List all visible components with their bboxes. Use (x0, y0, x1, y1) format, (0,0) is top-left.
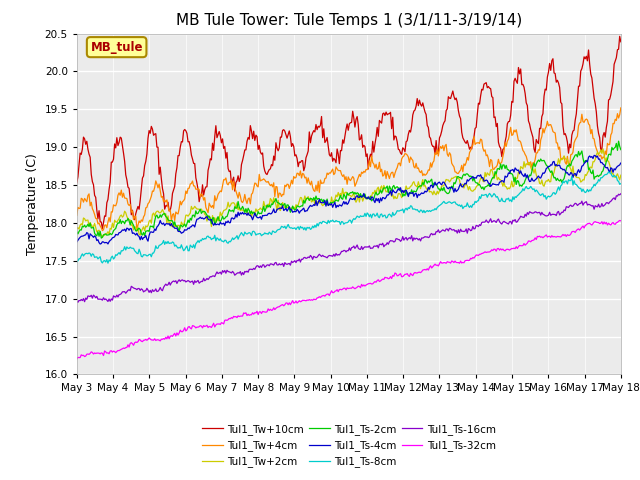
Line: Tul1_Ts-8cm: Tul1_Ts-8cm (77, 172, 621, 263)
Tul1_Ts-32cm (343, 285, 351, 291)
Tul1_Ts-16cm (392, 236, 400, 241)
Tul1_Tw+10cm (392, 134, 400, 140)
Tul1_Tw+2cm (495, 175, 502, 180)
Line: Tul1_Ts-2cm: Tul1_Ts-2cm (77, 141, 621, 238)
Tul1_Tw+4cm (617, 105, 625, 111)
Tul1_Tw+10cm (73, 180, 81, 186)
Tul1_Ts-32cm (617, 218, 625, 224)
Tul1_Tw+2cm (73, 226, 81, 232)
Tul1_Ts-2cm (73, 229, 81, 235)
Tul1_Ts-8cm (467, 203, 474, 208)
Tul1_Tw+4cm (588, 127, 596, 132)
Tul1_Ts-4cm (344, 200, 352, 206)
Tul1_Ts-16cm (495, 216, 502, 222)
Tul1_Tw+4cm (392, 167, 400, 173)
Tul1_Tw+4cm (99, 228, 106, 233)
Tul1_Ts-2cm (588, 171, 596, 177)
Tul1_Ts-32cm (493, 246, 501, 252)
Tul1_Tw+10cm (467, 144, 474, 150)
Tul1_Ts-8cm (605, 169, 612, 175)
Tul1_Ts-32cm (616, 217, 623, 223)
Tul1_Ts-4cm (467, 176, 474, 181)
Tul1_Ts-2cm (392, 184, 400, 190)
Tul1_Tw+10cm (617, 39, 625, 45)
Tul1_Tw+10cm (344, 127, 352, 133)
Tul1_Ts-32cm (391, 270, 399, 276)
Tul1_Ts-2cm (385, 190, 392, 195)
Tul1_Ts-32cm (587, 221, 595, 227)
Tul1_Tw+2cm (617, 172, 625, 178)
Tul1_Ts-8cm (617, 181, 625, 187)
Tul1_Tw+4cm (73, 213, 81, 218)
Tul1_Ts-32cm (73, 356, 81, 362)
Line: Tul1_Tw+4cm: Tul1_Tw+4cm (77, 108, 621, 230)
Tul1_Ts-4cm (617, 160, 625, 166)
Tul1_Ts-8cm (73, 259, 81, 265)
Tul1_Tw+4cm (495, 156, 502, 162)
Y-axis label: Temperature (C): Temperature (C) (26, 153, 39, 255)
Tul1_Ts-2cm (467, 173, 474, 179)
Tul1_Ts-16cm (617, 191, 625, 197)
Line: Tul1_Ts-32cm: Tul1_Ts-32cm (77, 220, 621, 359)
Tul1_Tw+4cm (467, 148, 474, 154)
Tul1_Ts-16cm (385, 241, 392, 247)
Tul1_Tw+10cm (99, 226, 106, 231)
Tul1_Ts-4cm (590, 153, 598, 158)
Tul1_Tw+2cm (344, 192, 352, 198)
Tul1_Ts-32cm (466, 257, 474, 263)
Tul1_Ts-4cm (495, 182, 502, 188)
Tul1_Tw+4cm (344, 174, 352, 180)
Tul1_Tw+10cm (385, 111, 392, 117)
Tul1_Tw+10cm (588, 75, 596, 81)
Tul1_Ts-2cm (495, 166, 502, 171)
Tul1_Ts-16cm (588, 203, 596, 209)
Line: Tul1_Ts-4cm: Tul1_Ts-4cm (77, 156, 621, 244)
Tul1_Tw+2cm (392, 195, 400, 201)
Tul1_Ts-4cm (385, 192, 392, 198)
Legend: Tul1_Tw+10cm, Tul1_Tw+4cm, Tul1_Tw+2cm, Tul1_Ts-2cm, Tul1_Ts-4cm, Tul1_Ts-8cm, T: Tul1_Tw+10cm, Tul1_Tw+4cm, Tul1_Tw+2cm, … (198, 420, 500, 471)
Tul1_Ts-2cm (617, 147, 625, 153)
Tul1_Ts-8cm (495, 196, 502, 202)
Tul1_Tw+2cm (588, 165, 596, 171)
Tul1_Ts-4cm (97, 241, 104, 247)
Tul1_Ts-16cm (73, 299, 81, 304)
Line: Tul1_Tw+2cm: Tul1_Tw+2cm (77, 149, 621, 238)
Tul1_Ts-4cm (588, 154, 596, 159)
Tul1_Tw+2cm (385, 188, 392, 193)
Tul1_Tw+10cm (495, 139, 502, 145)
Tul1_Ts-2cm (615, 138, 623, 144)
Tul1_Ts-4cm (392, 190, 400, 196)
Tul1_Ts-16cm (467, 228, 474, 234)
Tul1_Ts-16cm (74, 300, 82, 305)
Title: MB Tule Tower: Tule Temps 1 (3/1/11-3/19/14): MB Tule Tower: Tule Temps 1 (3/1/11-3/19… (175, 13, 522, 28)
Tul1_Ts-8cm (344, 219, 352, 225)
Line: Tul1_Tw+10cm: Tul1_Tw+10cm (77, 36, 621, 228)
Tul1_Tw+10cm (616, 34, 623, 39)
Tul1_Ts-2cm (97, 235, 105, 241)
Line: Tul1_Ts-16cm: Tul1_Ts-16cm (77, 194, 621, 302)
Tul1_Tw+2cm (99, 235, 106, 240)
Tul1_Ts-8cm (392, 210, 400, 216)
Tul1_Tw+4cm (385, 172, 392, 178)
Tul1_Ts-4cm (73, 239, 81, 245)
Tul1_Ts-32cm (383, 275, 391, 281)
Tul1_Ts-8cm (588, 185, 596, 191)
Tul1_Ts-8cm (385, 212, 392, 218)
Tul1_Tw+2cm (599, 146, 607, 152)
Tul1_Ts-16cm (344, 248, 352, 253)
Tul1_Tw+2cm (467, 187, 474, 193)
Tul1_Ts-2cm (344, 192, 352, 198)
Tul1_Ts-8cm (104, 260, 112, 266)
Text: MB_tule: MB_tule (90, 41, 143, 54)
